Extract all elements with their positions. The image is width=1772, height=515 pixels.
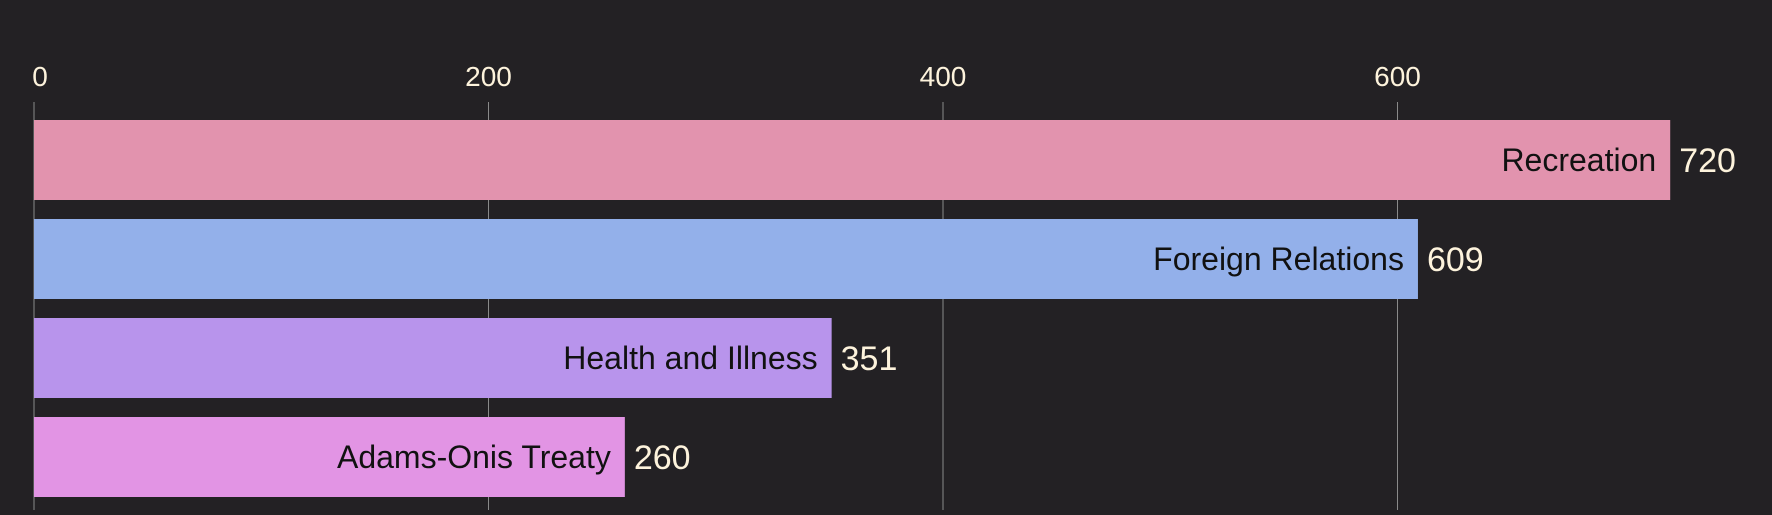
x-axis-ticks: 0 200 400 600 (32, 61, 1421, 92)
bar-health-and-illness (34, 318, 832, 398)
bar-category-label: Foreign Relations (1153, 241, 1404, 277)
bar-adams-onis-treaty (34, 417, 625, 497)
x-tick-label: 200 (465, 61, 512, 92)
bar-value-label: 609 (1427, 241, 1484, 279)
bar-category-label: Adams-Onis Treaty (337, 439, 611, 475)
x-tick-label: 600 (1374, 61, 1421, 92)
bar-category-label: Health and Illness (563, 340, 817, 376)
bar-value-label: 260 (634, 439, 691, 477)
bars: Recreation 720 Foreign Relations 609 Health … (34, 120, 1736, 497)
x-tick-label: 400 (920, 61, 967, 92)
bar-value-label: 351 (841, 340, 898, 378)
bar-recreation (34, 120, 1671, 200)
bar-value-label: 720 (1679, 142, 1736, 180)
bar-category-label: Recreation (1501, 142, 1656, 178)
bar-foreign-relations (34, 219, 1418, 299)
x-tick-label: 0 (32, 61, 48, 92)
